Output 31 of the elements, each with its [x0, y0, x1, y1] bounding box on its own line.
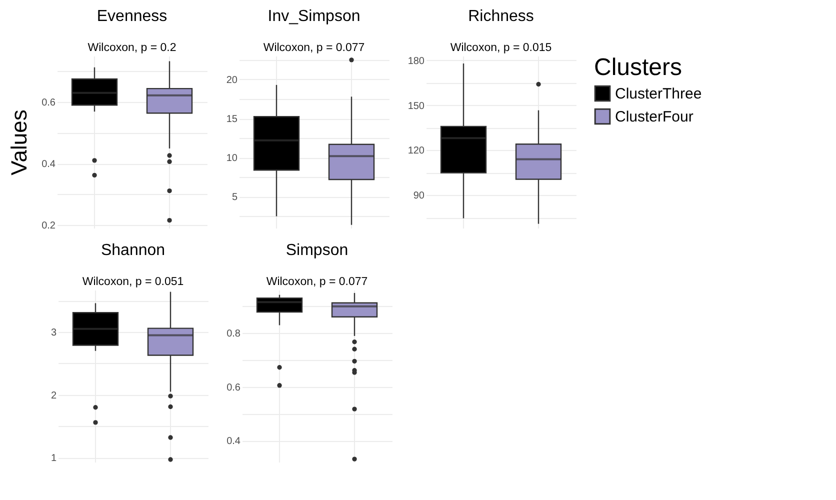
y-tick-label: 0.4	[42, 159, 56, 170]
y-tick-label: 150	[408, 100, 425, 112]
chart-title: Shannon	[100, 242, 166, 259]
text: Wilcoxon, p = 0.2	[88, 42, 176, 54]
text: Wilcoxon, p = 0.077	[266, 276, 368, 288]
chart-title: Evenness	[96, 8, 168, 25]
y-tick-label: 0.8	[226, 328, 241, 340]
y-axis-title: Values	[6, 110, 32, 176]
y-tick-label: 90	[413, 190, 425, 202]
chart-title: Simpson	[286, 242, 348, 259]
legend-label: ClusterFour	[615, 108, 694, 126]
y-tick-label: 0.4	[226, 436, 241, 447]
y-tick-label: 10	[226, 153, 238, 164]
y-tick-label: 1	[50, 453, 57, 464]
y-tick-label: 0.6	[42, 98, 56, 109]
y-tick-label: 0.2	[42, 220, 56, 232]
text: Wilcoxon, p = 0.015	[450, 42, 552, 54]
chart-title: Inv_Simpson	[268, 8, 360, 25]
legend-label: ClusterThree	[615, 86, 702, 102]
y-tick-label: 120	[408, 146, 425, 157]
y-tick-label: 15	[226, 114, 238, 126]
y-tick-label: 3	[50, 328, 57, 339]
y-tick-label: 180	[408, 56, 425, 67]
text: Wilcoxon, p = 0.077	[263, 42, 365, 54]
legend-title: Clusters	[594, 54, 682, 81]
y-tick-label: 20	[226, 74, 238, 86]
y-tick-label: 5	[232, 192, 238, 204]
y-tick-label: 2	[50, 390, 57, 402]
y-tick-label: 0.6	[226, 382, 241, 394]
text: Wilcoxon, p = 0.051	[82, 276, 184, 288]
chart-title: Richness	[468, 8, 534, 25]
